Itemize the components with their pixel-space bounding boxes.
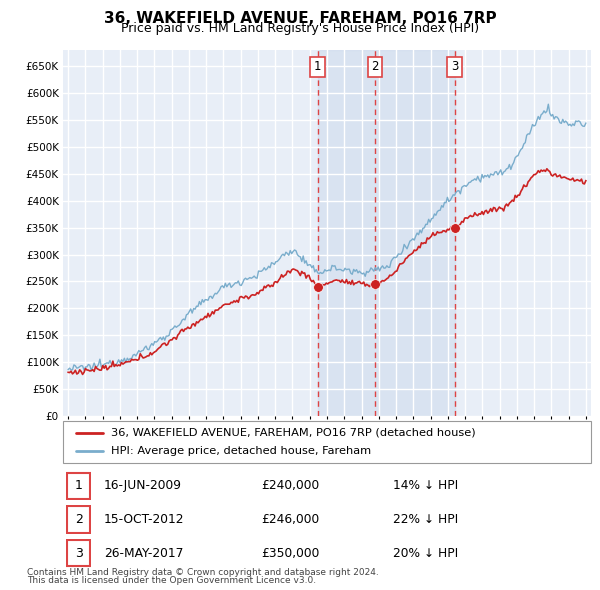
Text: 36, WAKEFIELD AVENUE, FAREHAM, PO16 7RP: 36, WAKEFIELD AVENUE, FAREHAM, PO16 7RP	[104, 11, 496, 25]
Text: 2: 2	[371, 60, 379, 73]
Text: £350,000: £350,000	[261, 546, 319, 560]
Text: 3: 3	[451, 60, 458, 73]
Text: 16-JUN-2009: 16-JUN-2009	[104, 479, 182, 493]
Text: This data is licensed under the Open Government Licence v3.0.: This data is licensed under the Open Gov…	[27, 576, 316, 585]
Bar	[317, 50, 455, 416]
Text: 3: 3	[74, 546, 83, 560]
Text: 1: 1	[314, 60, 322, 73]
Text: HPI: Average price, detached house, Fareham: HPI: Average price, detached house, Fare…	[110, 446, 371, 456]
FancyBboxPatch shape	[67, 506, 90, 533]
Text: 26-MAY-2017: 26-MAY-2017	[104, 546, 183, 560]
Text: Price paid vs. HM Land Registry's House Price Index (HPI): Price paid vs. HM Land Registry's House …	[121, 22, 479, 35]
Text: 14% ↓ HPI: 14% ↓ HPI	[393, 479, 458, 493]
Text: 2: 2	[74, 513, 83, 526]
Text: 20% ↓ HPI: 20% ↓ HPI	[393, 546, 458, 560]
Text: 1: 1	[74, 479, 83, 493]
Text: 15-OCT-2012: 15-OCT-2012	[104, 513, 184, 526]
Text: £240,000: £240,000	[261, 479, 319, 493]
FancyBboxPatch shape	[63, 421, 591, 463]
Text: Contains HM Land Registry data © Crown copyright and database right 2024.: Contains HM Land Registry data © Crown c…	[27, 568, 379, 577]
FancyBboxPatch shape	[67, 540, 90, 566]
Text: 22% ↓ HPI: 22% ↓ HPI	[393, 513, 458, 526]
Text: £246,000: £246,000	[261, 513, 319, 526]
FancyBboxPatch shape	[67, 473, 90, 499]
Text: 36, WAKEFIELD AVENUE, FAREHAM, PO16 7RP (detached house): 36, WAKEFIELD AVENUE, FAREHAM, PO16 7RP …	[110, 428, 475, 438]
